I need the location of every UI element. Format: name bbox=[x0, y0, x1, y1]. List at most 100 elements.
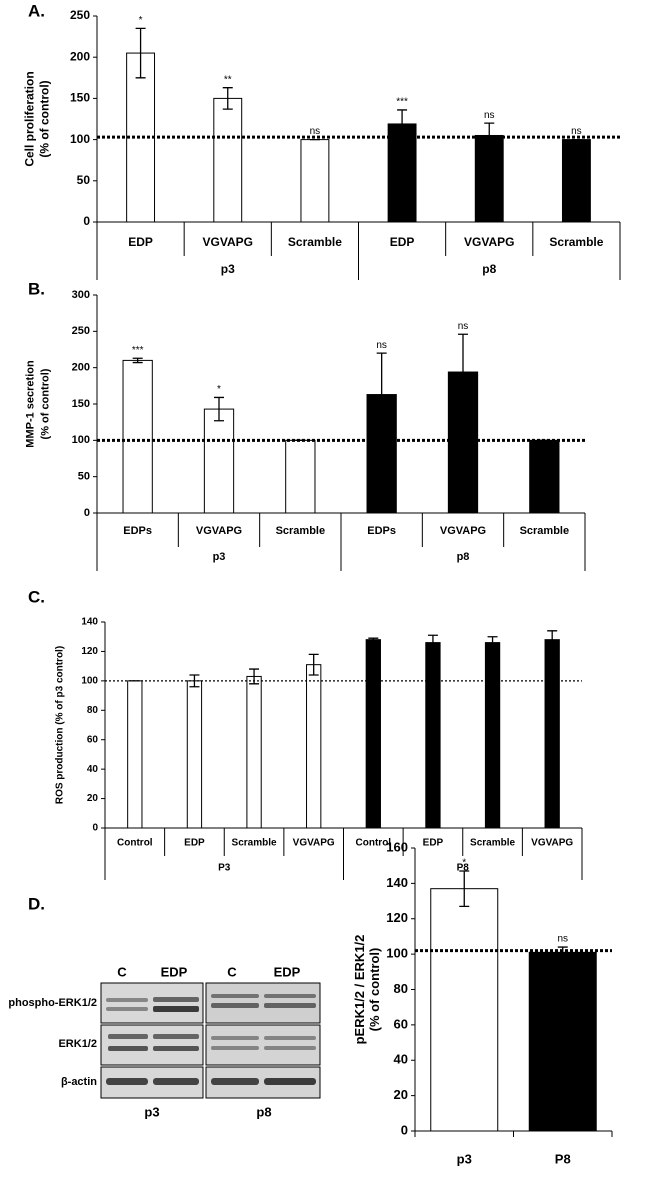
bar bbox=[474, 134, 504, 223]
error-bar bbox=[484, 122, 495, 149]
panel-label: D. bbox=[28, 894, 45, 913]
x-tick-label: EDP bbox=[184, 838, 205, 849]
bar bbox=[387, 123, 417, 223]
y-axis-label: (% of control) bbox=[39, 368, 51, 439]
x-tick-label: Control bbox=[117, 838, 153, 849]
error-bar bbox=[135, 27, 146, 79]
western-blot: C EDP C EDP phospho-ERK1/2 ERK1/2 β-acti… bbox=[8, 964, 321, 1119]
y-tick-label: 120 bbox=[386, 910, 408, 925]
error-bar bbox=[368, 637, 379, 642]
bar bbox=[186, 680, 203, 829]
x-tick-label: p3 bbox=[457, 1151, 472, 1166]
y-tick-label: 80 bbox=[87, 705, 99, 716]
bar bbox=[430, 888, 499, 1132]
group-label: P8 bbox=[457, 863, 470, 874]
bar bbox=[561, 139, 591, 223]
lane-label: C bbox=[227, 964, 237, 979]
significance-label: ns bbox=[557, 934, 568, 945]
x-tick-label: Scramble bbox=[232, 838, 277, 849]
y-tick-label: 40 bbox=[394, 1052, 408, 1067]
y-axis-label: pERK1/2 / ERK1/2 bbox=[352, 935, 367, 1045]
x-tick-label: Scramble bbox=[520, 525, 570, 537]
x-tick-label: EDP bbox=[423, 838, 444, 849]
y-tick-label: 20 bbox=[87, 793, 99, 804]
x-tick-label: VGVAPG bbox=[203, 235, 253, 249]
x-tick-label: Scramble bbox=[549, 235, 603, 249]
row-label: phospho-ERK1/2 bbox=[8, 997, 97, 1009]
significance-label: ns bbox=[571, 126, 582, 137]
bar bbox=[365, 639, 381, 829]
significance-label: ns bbox=[310, 126, 321, 137]
y-axis-label: (% of control) bbox=[38, 80, 52, 157]
row-label: ERK1/2 bbox=[58, 1038, 97, 1050]
y-tick-label: 100 bbox=[81, 675, 98, 686]
y-tick-label: 0 bbox=[92, 823, 98, 834]
bar bbox=[300, 139, 330, 223]
blot-frame bbox=[205, 1024, 321, 1066]
y-tick-label: 250 bbox=[72, 325, 90, 337]
significance-label: * bbox=[139, 15, 143, 26]
y-tick-label: 120 bbox=[81, 646, 98, 657]
bar bbox=[127, 680, 143, 829]
group-label: p3 bbox=[221, 262, 235, 276]
error-bar bbox=[427, 634, 438, 651]
error-bar bbox=[458, 333, 468, 411]
y-tick-label: 50 bbox=[77, 173, 91, 187]
bar bbox=[203, 408, 235, 514]
error-bar bbox=[308, 653, 319, 676]
y-tick-label: 0 bbox=[84, 507, 90, 519]
y-tick-label: 40 bbox=[87, 764, 99, 775]
y-tick-label: 20 bbox=[394, 1087, 408, 1102]
significance-label: ns bbox=[484, 110, 495, 121]
chart-panel: A. Cell proliferation (% of control) 0 50 100… bbox=[23, 1, 621, 280]
error-bar bbox=[547, 630, 558, 650]
y-tick-label: 0 bbox=[83, 214, 90, 228]
error-bar bbox=[214, 396, 224, 422]
group-label: p3 bbox=[213, 551, 226, 563]
significance-label: ns bbox=[376, 340, 387, 351]
significance-label: ** bbox=[224, 74, 232, 85]
chart-panel: B. MMP-1 secretion (% of control) 0 50 100 150… bbox=[24, 279, 586, 571]
panel-label: B. bbox=[28, 279, 45, 298]
significance-label: *** bbox=[396, 97, 408, 108]
y-tick-label: 100 bbox=[70, 132, 90, 146]
y-axis-label: MMP-1 secretion bbox=[24, 360, 36, 448]
chart-panel: C. ROS production (% of p3 control) 0 20 40 6… bbox=[28, 587, 583, 880]
bar bbox=[246, 675, 262, 829]
bar bbox=[213, 97, 243, 223]
error-bar bbox=[376, 352, 387, 437]
lane-label: C bbox=[117, 964, 127, 979]
significance-label: *** bbox=[132, 345, 144, 356]
y-tick-label: 50 bbox=[78, 471, 90, 483]
x-tick-label: Scramble bbox=[288, 235, 342, 249]
y-tick-label: 140 bbox=[386, 875, 408, 890]
group-label: P3 bbox=[218, 863, 231, 874]
panel-label: A. bbox=[28, 1, 45, 20]
y-axis-label: Cell proliferation bbox=[23, 71, 37, 166]
bar bbox=[122, 359, 153, 514]
x-tick-label: P8 bbox=[555, 1151, 571, 1166]
y-tick-label: 60 bbox=[87, 734, 99, 745]
x-tick-label: Scramble bbox=[276, 525, 326, 537]
blot-frame bbox=[100, 982, 204, 1024]
x-tick-label: VGVAPG bbox=[464, 235, 514, 249]
lane-label: EDP bbox=[161, 964, 188, 979]
y-tick-label: 0 bbox=[401, 1122, 408, 1137]
significance-label: * bbox=[462, 858, 466, 869]
y-tick-label: 100 bbox=[386, 946, 408, 961]
bar bbox=[529, 439, 560, 514]
x-tick-label: VGVAPG bbox=[531, 838, 573, 849]
x-tick-label: EDP bbox=[128, 235, 153, 249]
y-tick-label: 100 bbox=[72, 434, 90, 446]
x-tick-label: VGVAPG bbox=[293, 838, 335, 849]
y-tick-label: 250 bbox=[70, 8, 90, 22]
x-tick-label: EDP bbox=[390, 235, 415, 249]
y-tick-label: 140 bbox=[81, 617, 98, 628]
y-tick-label: 150 bbox=[72, 398, 90, 410]
significance-label: ns bbox=[458, 321, 469, 332]
error-bar bbox=[487, 636, 498, 650]
x-tick-label: Scramble bbox=[470, 838, 515, 849]
bar bbox=[484, 642, 501, 829]
bar bbox=[285, 439, 316, 514]
